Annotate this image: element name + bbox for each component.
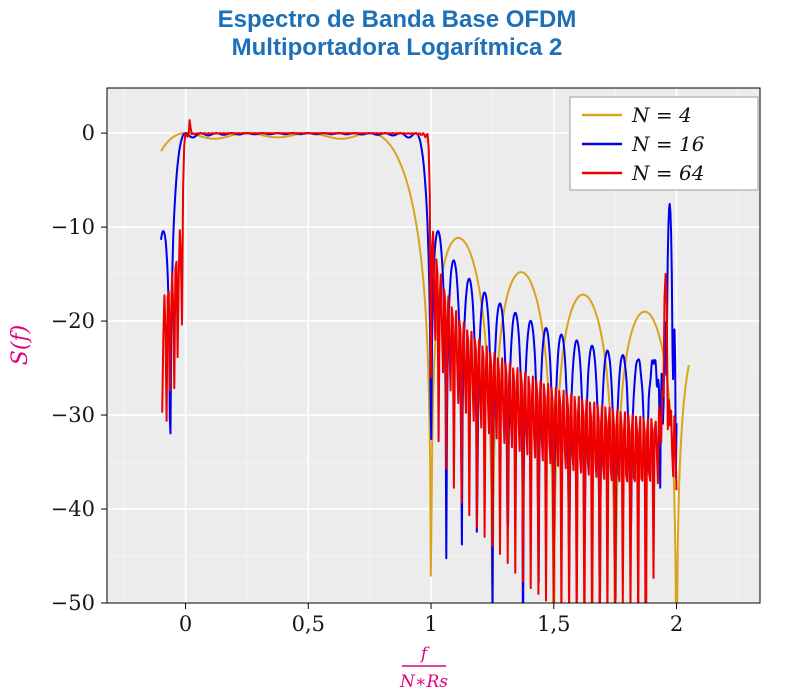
y-axis-label: S(f) (8, 325, 33, 365)
legend-entry-n4: N = 4 (582, 103, 692, 127)
x-tick-label: 0,5 (292, 612, 325, 636)
legend-label-n64: N = 64 (631, 161, 704, 185)
x-tick-label: 0 (179, 612, 192, 636)
y-tick-label: −20 (51, 309, 95, 333)
axis-frame (106, 87, 761, 604)
curve-n-64 (161, 119, 678, 603)
series-curves (160, 119, 690, 603)
legend-entry-n64: N = 64 (582, 161, 704, 185)
x-tick-label: 1,5 (537, 612, 570, 636)
y-tick-label: 0 (82, 121, 95, 145)
y-tick-label: −30 (51, 403, 95, 427)
chart-title-line1: Espectro de Banda Base OFDM (218, 6, 577, 33)
legend-label-n16: N = 16 (631, 132, 705, 156)
chart-title-line2: Multiportadora Logarítmica 2 (232, 34, 563, 61)
y-tick-label: −10 (51, 215, 95, 239)
x-axis-label-numerator: f (419, 644, 430, 664)
y-axis-ticks: 0 −10 −20 −30 −40 −50 (51, 121, 107, 615)
x-tick-label: 1 (424, 612, 437, 636)
legend-label-n4: N = 4 (631, 103, 692, 127)
legend: N = 4 N = 16 N = 64 (569, 96, 759, 191)
y-tick-label: −50 (51, 591, 95, 615)
x-tick-label: 2 (670, 612, 683, 636)
legend-entry-n16: N = 16 (582, 132, 705, 156)
x-axis-label-denominator: N∗Rs (399, 672, 448, 692)
x-axis-ticks: 0 0,5 1 1,5 2 (179, 603, 683, 636)
x-axis-label: f N∗Rs (399, 644, 448, 692)
y-tick-label: −40 (51, 497, 95, 521)
